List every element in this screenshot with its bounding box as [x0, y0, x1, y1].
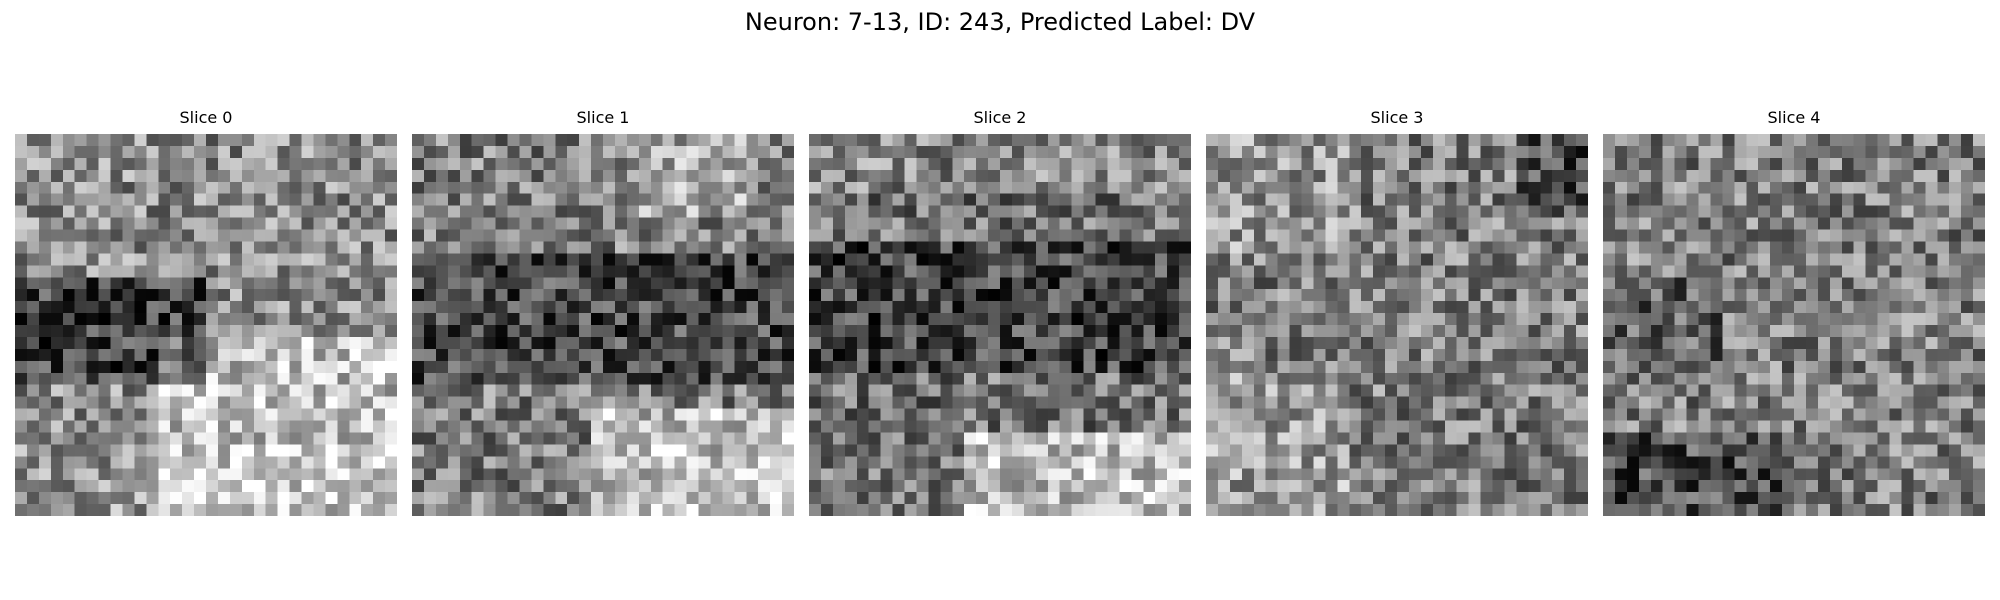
slice-canvas-4	[1603, 134, 1985, 516]
slice-title-4: Slice 4	[1767, 108, 1821, 127]
slice-title-2: Slice 2	[973, 108, 1027, 127]
slice-image-0	[15, 134, 397, 516]
slice-image-3	[1206, 134, 1588, 516]
slice-panel-2: Slice 2	[809, 108, 1191, 516]
slice-title-3: Slice 3	[1370, 108, 1424, 127]
slice-canvas-0	[15, 134, 397, 516]
slice-panel-3: Slice 3	[1206, 108, 1588, 516]
slice-image-1	[412, 134, 794, 516]
slice-panel-0: Slice 0	[15, 108, 397, 516]
slice-title-1: Slice 1	[576, 108, 630, 127]
slice-canvas-1	[412, 134, 794, 516]
figure-title: Neuron: 7-13, ID: 243, Predicted Label: …	[744, 8, 1256, 36]
slice-canvas-2	[809, 134, 1191, 516]
slice-title-0: Slice 0	[179, 108, 233, 127]
slice-panel-4: Slice 4	[1603, 108, 1985, 516]
slice-image-2	[809, 134, 1191, 516]
slice-image-4	[1603, 134, 1985, 516]
slice-canvas-3	[1206, 134, 1588, 516]
slice-panel-1: Slice 1	[412, 108, 794, 516]
